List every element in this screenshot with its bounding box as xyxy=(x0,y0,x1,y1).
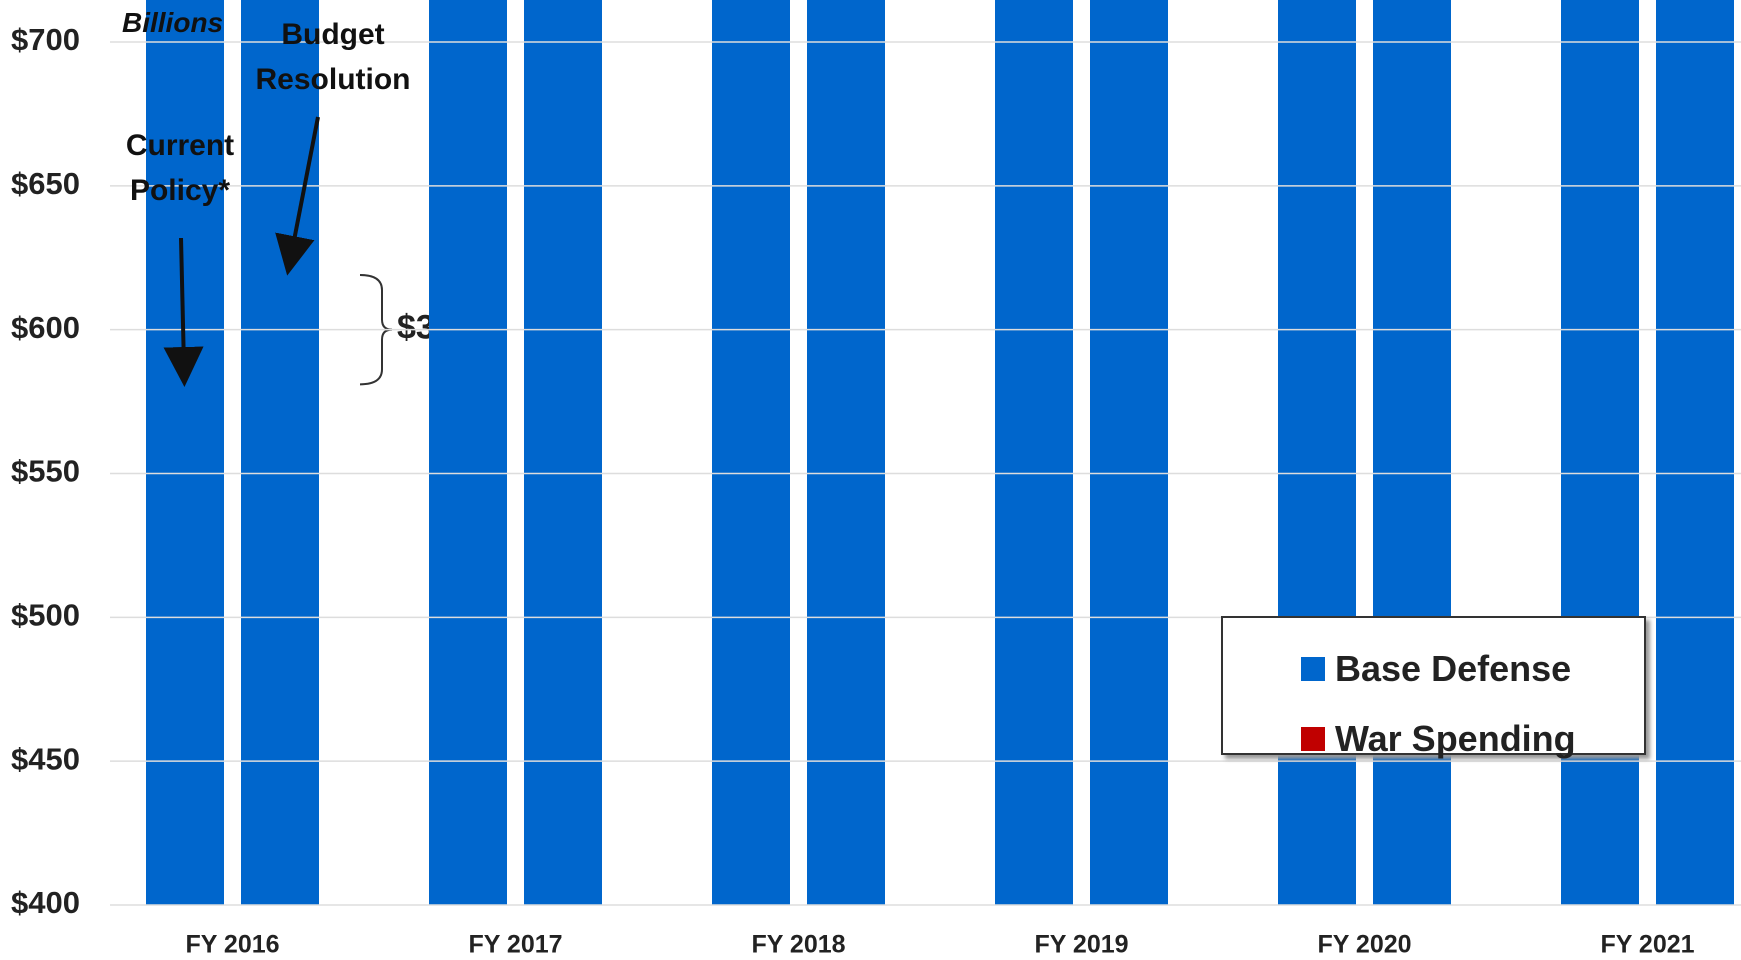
y-tick-label: $700 xyxy=(11,22,80,57)
unit-label: Billions xyxy=(122,7,224,38)
y-tick-label: $550 xyxy=(11,454,80,489)
y-tick-label: $500 xyxy=(11,598,80,633)
annotation: Current Policy* xyxy=(125,129,235,207)
legend-item: Base Defense xyxy=(1301,648,1571,690)
bar-segment xyxy=(712,0,790,906)
y-tick-label: $600 xyxy=(11,310,80,345)
y-tick-label: $650 xyxy=(11,166,80,201)
legend-item: War Spending xyxy=(1301,718,1576,760)
legend-swatch xyxy=(1301,657,1325,681)
bar-segment xyxy=(241,0,319,906)
x-tick-label: FY 2020 xyxy=(1317,931,1411,959)
x-tick-label: FY 2016 xyxy=(185,931,279,959)
bar-segment xyxy=(1278,0,1356,905)
legend: Base Defense War Spending xyxy=(1221,616,1646,759)
bar-segment xyxy=(1090,0,1168,905)
x-tick-label: FY 2017 xyxy=(468,931,562,959)
y-tick-label: $450 xyxy=(11,741,80,776)
bar-segment xyxy=(429,0,507,905)
y-tick-label: $400 xyxy=(11,885,80,920)
arrow xyxy=(275,116,320,276)
bar-segment xyxy=(524,0,602,905)
x-tick-label: FY 2021 xyxy=(1600,931,1694,959)
arrow xyxy=(163,237,204,387)
bar-segment xyxy=(1656,0,1734,905)
x-tick-label: FY 2018 xyxy=(751,931,845,959)
legend-label: War Spending xyxy=(1335,718,1576,759)
bar-segment xyxy=(146,0,224,906)
x-tick-label: FY 2019 xyxy=(1034,931,1128,959)
legend-swatch xyxy=(1301,727,1325,751)
annotation: Budget Resolution xyxy=(255,18,411,96)
bar-segment xyxy=(1373,0,1451,905)
bar-segment xyxy=(995,0,1073,905)
bar-segment xyxy=(1561,0,1639,905)
bar-segment xyxy=(807,0,885,906)
legend-label: Base Defense xyxy=(1335,648,1572,689)
